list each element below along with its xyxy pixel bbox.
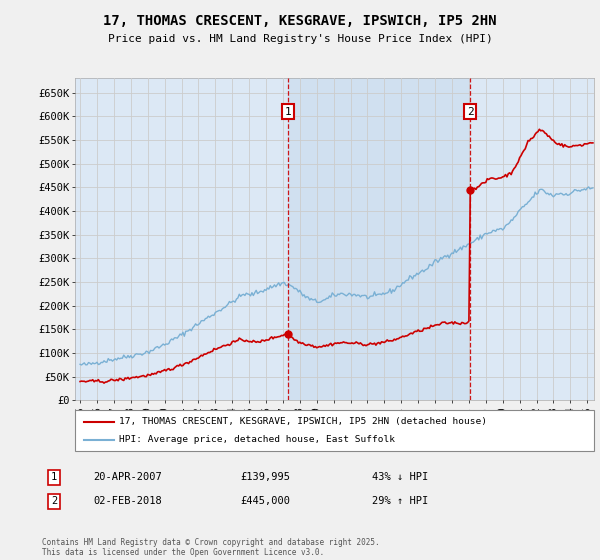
Text: Price paid vs. HM Land Registry's House Price Index (HPI): Price paid vs. HM Land Registry's House … [107, 34, 493, 44]
Text: £139,995: £139,995 [240, 472, 290, 482]
Text: 02-FEB-2018: 02-FEB-2018 [93, 496, 162, 506]
Bar [288, 78, 470, 400]
Text: 1: 1 [51, 472, 57, 482]
Text: Contains HM Land Registry data © Crown copyright and database right 2025.
This d: Contains HM Land Registry data © Crown c… [42, 538, 380, 557]
Text: 20-APR-2007: 20-APR-2007 [93, 472, 162, 482]
Text: 29% ↑ HPI: 29% ↑ HPI [372, 496, 428, 506]
Text: 43% ↓ HPI: 43% ↓ HPI [372, 472, 428, 482]
Text: 2: 2 [51, 496, 57, 506]
Text: 17, THOMAS CRESCENT, KESGRAVE, IPSWICH, IP5 2HN (detached house): 17, THOMAS CRESCENT, KESGRAVE, IPSWICH, … [119, 417, 487, 426]
Text: 2: 2 [467, 106, 473, 116]
Text: HPI: Average price, detached house, East Suffolk: HPI: Average price, detached house, East… [119, 435, 395, 444]
Text: 17, THOMAS CRESCENT, KESGRAVE, IPSWICH, IP5 2HN: 17, THOMAS CRESCENT, KESGRAVE, IPSWICH, … [103, 14, 497, 28]
Text: £445,000: £445,000 [240, 496, 290, 506]
Text: 1: 1 [284, 106, 291, 116]
